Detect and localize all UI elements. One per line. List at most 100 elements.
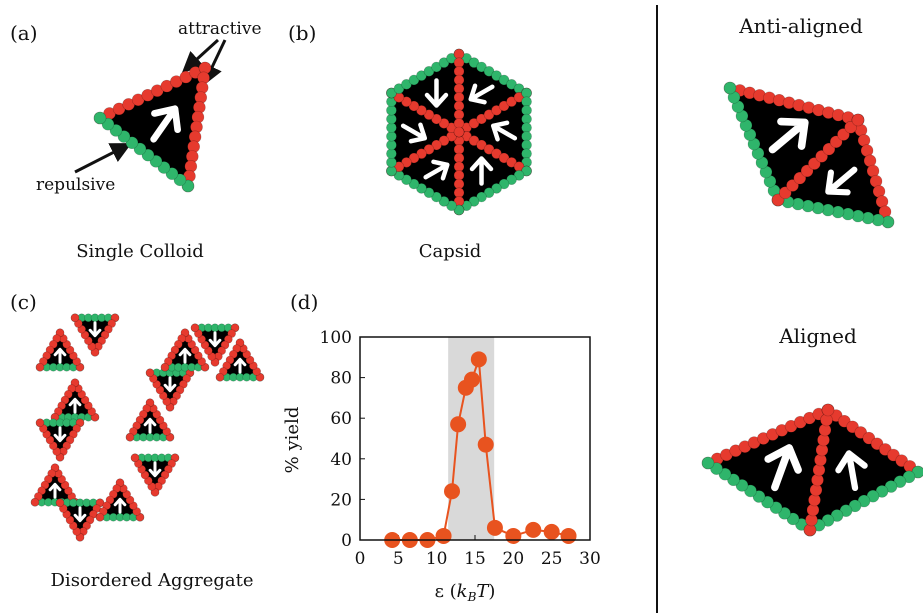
orientation-arrow <box>68 397 82 414</box>
colloid <box>35 418 85 462</box>
bead <box>793 171 807 185</box>
bead <box>752 490 766 503</box>
caption-single-colloid: Single Colloid <box>76 241 204 262</box>
data-point <box>560 527 577 544</box>
bead <box>483 144 495 155</box>
bead <box>453 204 465 216</box>
bead <box>513 92 525 103</box>
bead <box>498 152 510 164</box>
orientation-arrow <box>825 166 858 196</box>
bead <box>35 362 45 372</box>
data-point <box>543 523 560 540</box>
caption-capsid: Capsid <box>419 241 482 262</box>
colloid <box>70 313 120 357</box>
orientation-arrow <box>53 426 67 443</box>
colloid <box>190 323 240 367</box>
x-tick-label: 15 <box>464 549 486 569</box>
bead <box>438 118 450 129</box>
orientation-arrow <box>88 321 102 338</box>
yield-plot: 0 5 10 15 20 25 30 0 20 40 60 80 100 ε (kBT) % yield <box>282 328 601 604</box>
orientation-arrow <box>469 156 494 186</box>
bead <box>521 165 532 177</box>
bead <box>506 79 517 90</box>
data-point <box>463 371 480 388</box>
data-point <box>525 521 542 538</box>
bead <box>498 178 510 190</box>
bead <box>735 479 749 492</box>
bead <box>55 498 65 508</box>
panel-c-label: (c) <box>10 290 37 314</box>
bead <box>815 150 828 163</box>
colloid-body <box>100 68 205 186</box>
bead <box>468 196 480 207</box>
bead <box>423 144 435 155</box>
colloid-body <box>459 93 527 171</box>
x-tick-label: 5 <box>393 549 404 569</box>
bead <box>446 53 457 64</box>
y-tick-label: 80 <box>330 369 352 389</box>
bead <box>701 456 715 470</box>
colloid <box>30 463 80 507</box>
bead <box>506 174 517 185</box>
data-point <box>435 527 452 544</box>
bead <box>408 100 420 112</box>
bead <box>95 512 105 522</box>
x-tick-label: 20 <box>503 549 525 569</box>
bead <box>821 403 835 417</box>
orientation-arrow <box>143 417 157 434</box>
bead <box>476 61 487 73</box>
repulsive-label: repulsive <box>36 175 115 195</box>
repulsive-pointer <box>74 143 132 174</box>
colloid-body <box>391 93 459 171</box>
bead <box>423 109 435 120</box>
bead <box>829 135 843 149</box>
bead <box>468 118 480 129</box>
colloid <box>130 453 180 497</box>
colloid <box>145 368 195 412</box>
bead <box>446 122 457 133</box>
x-tick-label: 25 <box>541 549 563 569</box>
bead <box>190 323 200 333</box>
bead <box>408 74 420 86</box>
orientation-arrow <box>835 450 868 492</box>
orientation-arrow <box>53 347 67 364</box>
bead <box>160 362 170 372</box>
y-tick-label: 100 <box>320 328 352 348</box>
bead <box>483 66 495 77</box>
bead <box>393 161 405 172</box>
bead <box>416 148 427 159</box>
bead <box>386 87 397 99</box>
orientation-arrow <box>48 482 62 499</box>
caption-disordered-aggregate: Disordered Aggregate <box>51 570 254 591</box>
bead <box>727 473 740 487</box>
bead <box>491 183 502 194</box>
bead <box>744 484 757 498</box>
bead <box>778 186 792 200</box>
bead <box>401 157 412 168</box>
bead <box>506 96 517 107</box>
bead <box>416 70 427 81</box>
bead <box>423 66 435 77</box>
orientation-arrow <box>73 506 87 523</box>
colloid <box>95 478 145 522</box>
bead <box>837 128 850 141</box>
orientation-arrow <box>163 376 177 393</box>
bead <box>393 83 405 94</box>
orientation-arrow <box>424 78 449 108</box>
attractive-label: attractive <box>178 19 262 39</box>
orientation-arrow <box>208 331 222 348</box>
bead <box>461 200 472 211</box>
x-tick-label: 10 <box>426 549 448 569</box>
x-tick-label: 0 <box>355 549 366 569</box>
colloid <box>93 61 212 193</box>
orientation-arrow <box>113 497 127 514</box>
colloid <box>771 113 895 229</box>
bead <box>408 178 420 190</box>
bead <box>431 113 442 125</box>
orientation-arrow <box>148 461 162 478</box>
bead <box>786 512 800 526</box>
data-point <box>486 519 503 536</box>
y-tick-label: 0 <box>341 531 352 551</box>
bead <box>778 506 791 520</box>
title-aligned: Aligned <box>778 324 857 348</box>
